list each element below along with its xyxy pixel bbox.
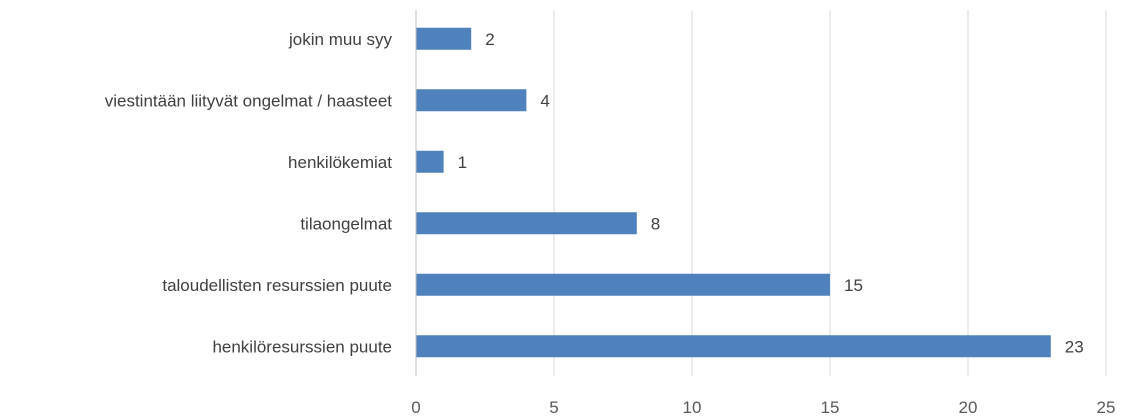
x-tick-label: 0 — [411, 398, 420, 417]
x-tick-label: 25 — [1097, 398, 1116, 417]
category-label: henkilöresurssien puute — [212, 337, 392, 356]
category-label: tilaongelmat — [300, 214, 392, 233]
bar — [416, 335, 1051, 358]
category-label: jokin muu syy — [288, 30, 392, 49]
x-tick-label: 15 — [821, 398, 840, 417]
bar — [416, 89, 527, 112]
gridlines — [553, 10, 1107, 376]
category-label: henkilökemiat — [288, 153, 392, 172]
data-label: 4 — [540, 91, 549, 110]
bar — [416, 212, 637, 235]
category-label: taloudellisten resurssien puute — [162, 276, 392, 295]
x-tick-label: 5 — [549, 398, 558, 417]
data-label: 23 — [1065, 337, 1084, 356]
category-labels: jokin muu syy viestintään liityvät ongelm… — [105, 30, 393, 357]
data-labels: 2 4 1 8 15 23 — [458, 30, 1084, 357]
bar — [416, 150, 444, 173]
x-tick-label: 10 — [683, 398, 702, 417]
bar — [416, 27, 472, 50]
bar — [416, 273, 830, 296]
bars-group — [416, 27, 1051, 358]
data-label: 2 — [485, 30, 494, 49]
data-label: 8 — [651, 214, 660, 233]
x-axis-ticks: 0 5 10 15 20 25 — [411, 398, 1115, 417]
data-label: 1 — [458, 153, 467, 172]
data-label: 15 — [844, 276, 863, 295]
x-tick-label: 20 — [959, 398, 978, 417]
category-label: viestintään liityvät ongelmat / haasteet — [105, 91, 393, 110]
